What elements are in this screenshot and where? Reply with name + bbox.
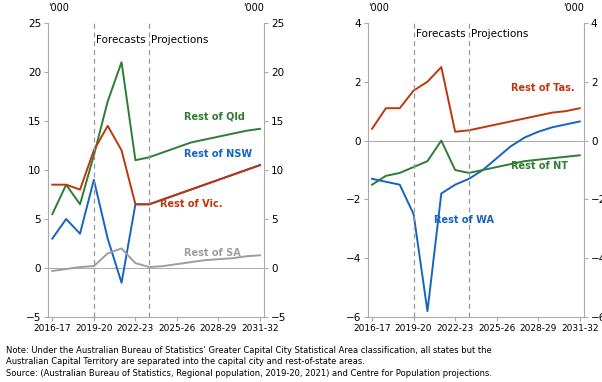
- Text: Rest of WA: Rest of WA: [435, 215, 494, 225]
- Text: Rest of Tas.: Rest of Tas.: [510, 83, 574, 92]
- Text: Note: Under the Australian Bureau of Statistics’ Greater Capital City Statistica: Note: Under the Australian Bureau of Sta…: [6, 346, 492, 378]
- Text: Projections: Projections: [471, 29, 529, 39]
- Text: Forecasts: Forecasts: [415, 29, 465, 39]
- Text: '000: '000: [48, 3, 69, 13]
- Text: '000: '000: [563, 3, 584, 13]
- Text: '000: '000: [368, 3, 389, 13]
- Text: Rest of Vic.: Rest of Vic.: [160, 199, 223, 209]
- Text: Rest of NT: Rest of NT: [510, 160, 568, 170]
- Text: Projections: Projections: [151, 35, 209, 45]
- Text: Forecasts: Forecasts: [96, 35, 146, 45]
- Text: Rest of NSW: Rest of NSW: [184, 149, 252, 159]
- Text: Rest of SA: Rest of SA: [184, 248, 241, 258]
- Text: Rest of Qld: Rest of Qld: [184, 111, 245, 121]
- Text: '000: '000: [243, 3, 264, 13]
